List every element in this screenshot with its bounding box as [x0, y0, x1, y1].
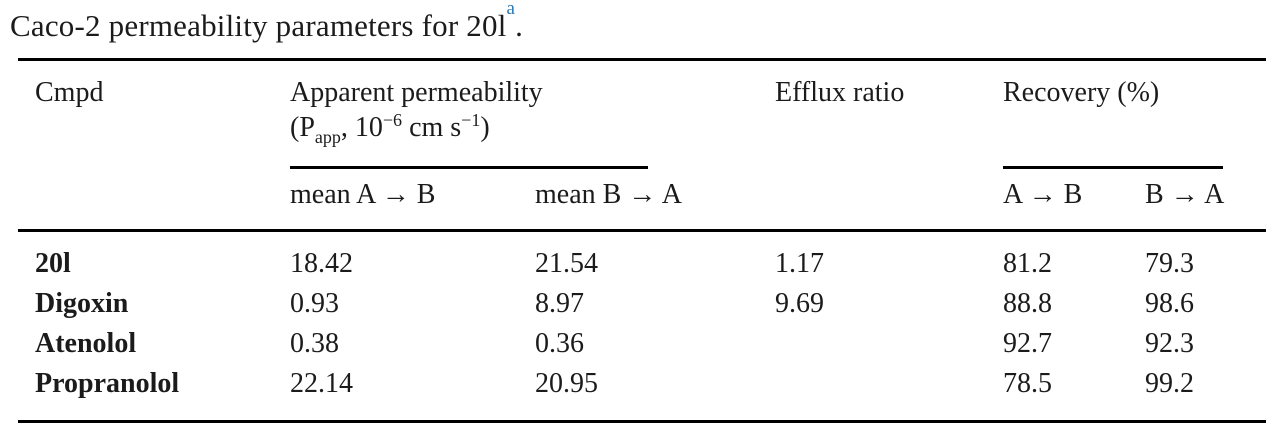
caco2-table: Cmpd Apparent permeability (Papp, 10−6 c… [18, 61, 1266, 405]
footnote-ref-a[interactable]: a [506, 0, 516, 19]
cell-papp-ba: 0.36 [535, 328, 584, 360]
cell-cmpd: Digoxin [35, 288, 129, 320]
cell-papp-ab: 0.93 [290, 288, 339, 320]
header-group-row: Cmpd Apparent permeability (Papp, 10−6 c… [18, 61, 1266, 179]
cell-recovery-ba: 79.3 [1145, 248, 1194, 280]
table-row-20l: 20l 18.42 21.54 1.17 81.2 79.3 [18, 231, 1266, 285]
table-row-propranolol: Propranolol 22.14 20.95 78.5 99.2 [18, 364, 1266, 404]
col-header-efflux-label: Efflux ratio [775, 76, 905, 108]
cell-efflux [775, 364, 1003, 404]
papp-paren-close: ) [480, 111, 490, 143]
cell-papp-ab: 18.42 [290, 248, 353, 280]
cell-efflux [775, 324, 1003, 364]
papp-paren-open: (P [290, 111, 315, 143]
col-header-cmpd: Cmpd [18, 61, 290, 179]
papp-units-exponent: −1 [461, 109, 481, 130]
cell-recovery-ba: 98.6 [1145, 288, 1194, 320]
col-header-cmpd-label: Cmpd [35, 76, 104, 108]
table-row-digoxin: Digoxin 0.93 8.97 9.69 88.8 98.6 [18, 284, 1266, 324]
cell-recovery-ab: 92.7 [1003, 328, 1052, 360]
cell-cmpd: 20l [35, 248, 71, 280]
subheader-mean-a-to-b: mean A → B [290, 178, 535, 233]
cell-cmpd: Propranolol [35, 368, 180, 400]
apparent-permeability-group-rule [290, 165, 648, 169]
col-header-recovery: Recovery (%) [1003, 61, 1266, 179]
subheader-cmpd-empty [18, 178, 290, 233]
page-title-period: . [515, 8, 524, 43]
cell-papp-ba: 21.54 [535, 248, 598, 280]
page-title-text: Caco-2 permeability parameters for 20l [10, 8, 507, 43]
apparent-permeability-line1: Apparent permeability [290, 76, 543, 108]
apparent-permeability-line2: (Papp, 10−6 cm s−1) [290, 110, 775, 148]
cell-papp-ab: 22.14 [290, 368, 353, 400]
cell-recovery-ab: 88.8 [1003, 288, 1052, 320]
cell-recovery-ba: 99.2 [1145, 368, 1194, 400]
cell-recovery-ab: 78.5 [1003, 368, 1052, 400]
cell-efflux: 1.17 [775, 248, 824, 280]
subheader-efflux-empty [775, 178, 1003, 233]
papp-base-ten: , 10 [340, 111, 383, 143]
papp-exponent: −6 [382, 109, 403, 130]
table-row-atenolol: Atenolol 0.38 0.36 92.7 92.3 [18, 324, 1266, 364]
cell-recovery-ba: 92.3 [1145, 328, 1194, 360]
cell-papp-ba: 8.97 [535, 288, 584, 320]
cell-efflux: 9.69 [775, 288, 824, 320]
subheader-mean-b-to-a: mean B → A [535, 178, 775, 233]
papp-units: cm s [402, 111, 462, 143]
col-header-apparent-permeability: Apparent permeability (Papp, 10−6 cm s−1… [290, 61, 775, 179]
page-title: Caco-2 permeability parameters for 20la. [0, 0, 1275, 44]
header-sub-row: mean A → B mean B → A A → B B → A [18, 178, 1266, 233]
cell-papp-ba: 20.95 [535, 368, 598, 400]
caco2-table-wrapper: Cmpd Apparent permeability (Papp, 10−6 c… [18, 57, 1266, 424]
col-header-efflux-ratio: Efflux ratio [775, 61, 1003, 179]
subheader-recovery-a-to-b: A → B [1003, 178, 1145, 233]
cell-recovery-ab: 81.2 [1003, 248, 1052, 280]
col-header-recovery-label: Recovery (%) [1003, 76, 1160, 108]
cell-papp-ab: 0.38 [290, 328, 339, 360]
cell-cmpd: Atenolol [35, 328, 137, 360]
papp-subscript: app [314, 126, 341, 147]
recovery-group-rule [1003, 165, 1223, 169]
subheader-recovery-b-to-a: B → A [1145, 178, 1266, 233]
